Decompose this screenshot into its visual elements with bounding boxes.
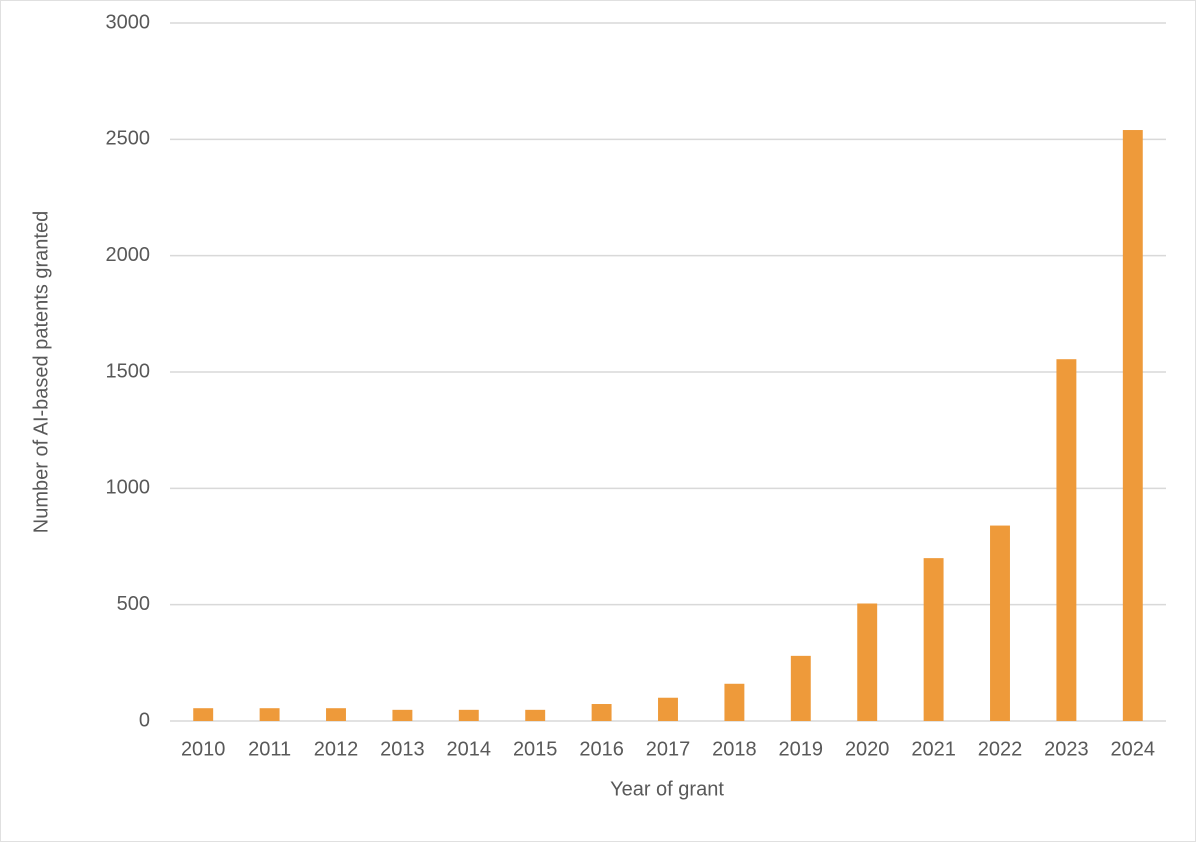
x-tick-label: 2023 bbox=[1044, 738, 1089, 760]
x-tick-label: 2012 bbox=[314, 738, 359, 760]
x-tick-label: 2017 bbox=[646, 738, 691, 760]
bar bbox=[1122, 130, 1143, 721]
x-tick-label: 2018 bbox=[712, 738, 757, 760]
y-tick-label: 1500 bbox=[106, 360, 151, 382]
bar bbox=[658, 697, 678, 721]
x-tick-label: 2015 bbox=[513, 738, 558, 760]
bar bbox=[790, 655, 811, 721]
x-tick-label: 2019 bbox=[779, 738, 824, 760]
x-tick-label: 2021 bbox=[911, 738, 956, 760]
bar bbox=[591, 704, 612, 721]
y-tick-label: 0 bbox=[139, 709, 150, 731]
y-tick-label: 1000 bbox=[106, 477, 151, 499]
y-tick-label: 2500 bbox=[106, 128, 151, 150]
x-tick-label: 2011 bbox=[248, 738, 291, 760]
x-tick-label: 2013 bbox=[380, 738, 425, 760]
y-tick-label: 500 bbox=[117, 593, 150, 615]
x-axis-label: Year of grant bbox=[610, 778, 724, 800]
y-tick-label: 2000 bbox=[106, 244, 151, 266]
bar bbox=[857, 603, 878, 721]
x-tick-label: 2024 bbox=[1111, 738, 1156, 760]
bar bbox=[525, 709, 546, 721]
x-tick-label: 2016 bbox=[579, 738, 624, 760]
bar bbox=[458, 709, 479, 721]
bar bbox=[990, 525, 1010, 721]
bar bbox=[259, 708, 280, 721]
x-tick-label: 2020 bbox=[845, 738, 890, 760]
bar bbox=[193, 708, 214, 721]
x-tick-label: 2010 bbox=[181, 738, 226, 760]
bar bbox=[326, 708, 346, 721]
bar bbox=[392, 709, 413, 721]
x-tick-label: 2022 bbox=[978, 738, 1023, 760]
bar bbox=[1056, 359, 1077, 721]
x-tick-label: 2014 bbox=[447, 738, 492, 760]
bar bbox=[923, 558, 944, 721]
y-axis-label: Number of AI-based patents granted bbox=[30, 211, 52, 533]
y-tick-label: 3000 bbox=[106, 11, 151, 33]
bar bbox=[724, 683, 745, 721]
